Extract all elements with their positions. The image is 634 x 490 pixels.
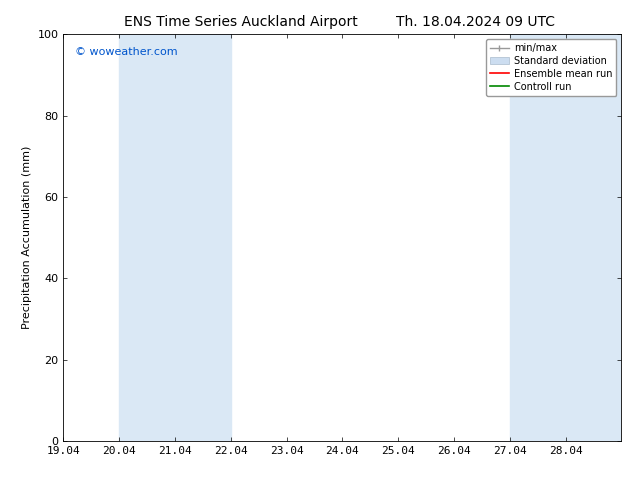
Bar (510, 34, 621, 441)
Bar (119, 34, 231, 441)
Y-axis label: Precipitation Accumulation (mm): Precipitation Accumulation (mm) (22, 146, 32, 329)
Text: Th. 18.04.2024 09 UTC: Th. 18.04.2024 09 UTC (396, 15, 555, 29)
Text: ENS Time Series Auckland Airport: ENS Time Series Auckland Airport (124, 15, 358, 29)
Legend: min/max, Standard deviation, Ensemble mean run, Controll run: min/max, Standard deviation, Ensemble me… (486, 39, 616, 96)
Text: © woweather.com: © woweather.com (75, 47, 177, 56)
